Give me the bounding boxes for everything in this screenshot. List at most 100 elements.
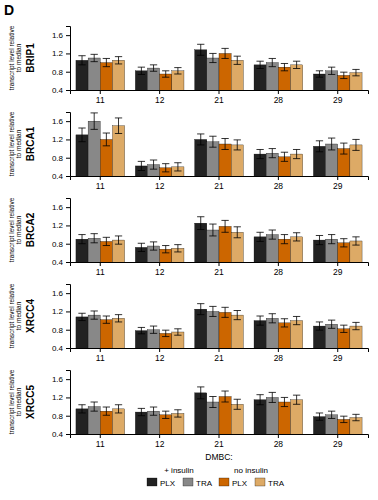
chart-container: 0.40.81.21.61112212829BRIP1transcript le… <box>0 0 378 500</box>
axis-line <box>66 199 71 263</box>
error-bar <box>115 405 122 413</box>
error-bar <box>162 71 169 77</box>
error-bar <box>316 141 323 152</box>
x-axis: 1112212829 <box>71 90 369 105</box>
tick-label: 0.8 <box>52 412 64 421</box>
y-tick: 1.2 <box>52 221 70 230</box>
bar <box>100 320 112 348</box>
error-bar <box>234 311 241 320</box>
tick-label: 29 <box>333 181 343 191</box>
tick-label: 11 <box>96 439 105 449</box>
error-bar <box>78 235 85 244</box>
error-bar <box>269 230 276 239</box>
error-bar <box>197 304 204 315</box>
y-tick: 0.8 <box>52 326 70 335</box>
y-tick: 0.8 <box>52 154 70 163</box>
x-tick: 11 <box>96 176 105 191</box>
tick-label: 28 <box>274 95 284 105</box>
error-bar <box>103 407 110 415</box>
tick-mark <box>66 244 70 245</box>
tick-mark <box>66 207 70 208</box>
y-axis: 0.40.81.21.6 <box>52 113 71 182</box>
y-tick: 0.4 <box>52 430 70 439</box>
error-bar <box>209 53 216 62</box>
error-bar <box>174 329 181 335</box>
error-bar <box>328 411 335 418</box>
marks <box>76 304 362 348</box>
axis-line <box>71 263 369 267</box>
bar <box>291 400 303 434</box>
tick-mark <box>66 72 70 73</box>
tick-mark <box>100 262 101 266</box>
error-bar <box>138 408 145 415</box>
x-tick: 28 <box>274 262 284 277</box>
tick-label: 21 <box>214 267 224 277</box>
error-bar <box>150 160 157 169</box>
x-tick: 21 <box>214 434 224 449</box>
error-bar <box>256 316 263 325</box>
error-bar <box>269 149 276 158</box>
tick-mark <box>66 139 70 140</box>
bar <box>112 60 124 90</box>
tick-label: 29 <box>333 353 343 363</box>
error-bar <box>221 220 228 232</box>
tick-mark <box>100 348 101 352</box>
error-bar <box>138 243 145 251</box>
error-bar <box>91 113 98 129</box>
error-bar <box>162 164 169 172</box>
tick-mark <box>219 262 220 266</box>
tick-label: 12 <box>155 439 165 449</box>
annotation: transcript level relativeto median <box>8 197 22 262</box>
error-bar <box>293 61 300 68</box>
tick-label: 1.6 <box>52 31 64 40</box>
tick-mark <box>66 225 70 226</box>
tick-mark <box>337 90 338 94</box>
x-tick: 29 <box>333 90 343 105</box>
tick-mark <box>278 90 279 94</box>
legend-label: TRA <box>268 479 285 488</box>
legend-group-label: no insulin <box>234 466 268 475</box>
x-tick: 21 <box>214 176 224 191</box>
legend: PLXTRAPLXTRA+ insulinno insulin <box>147 466 285 488</box>
error-bar <box>256 232 263 241</box>
tick-label: 1.2 <box>52 307 64 316</box>
tick-label: 1.2 <box>52 221 64 230</box>
series <box>112 311 362 348</box>
error-bar <box>103 316 110 323</box>
error-bar <box>340 416 347 422</box>
tick-label: 11 <box>96 181 105 191</box>
error-bar <box>197 217 204 230</box>
tick-mark <box>159 176 160 180</box>
tick-mark <box>219 348 220 352</box>
error-bar <box>316 71 323 77</box>
error-bar <box>197 44 204 55</box>
bar <box>76 317 88 348</box>
series <box>76 387 326 434</box>
bar <box>88 58 100 90</box>
error-bar <box>328 320 335 328</box>
annotation: transcript level relativeto median <box>8 111 22 176</box>
series <box>100 391 350 434</box>
error-bar <box>340 72 347 78</box>
series <box>100 307 350 348</box>
tick-mark <box>66 311 70 312</box>
tick-label: 0.8 <box>52 68 64 77</box>
y-tick: 0.4 <box>52 86 70 95</box>
tick-mark <box>278 348 279 352</box>
error-bar <box>209 306 216 316</box>
y-axis: 0.40.81.21.6 <box>52 285 71 354</box>
x-tick: 28 <box>274 434 284 449</box>
error-bar <box>197 387 204 399</box>
legend-label: PLX <box>232 479 248 488</box>
axis-line <box>71 349 369 353</box>
tick-label: 1.2 <box>52 49 64 58</box>
tick-mark <box>66 176 70 177</box>
tick-label: 21 <box>214 353 224 363</box>
tick-mark <box>66 262 70 263</box>
marks <box>76 44 362 90</box>
tick-mark <box>100 434 101 438</box>
tick-mark <box>337 176 338 180</box>
x-tick: 21 <box>214 90 224 105</box>
panel: 0.40.81.21.61112212829XRCC4transcript le… <box>8 283 369 366</box>
y-tick: 1.6 <box>52 203 70 212</box>
